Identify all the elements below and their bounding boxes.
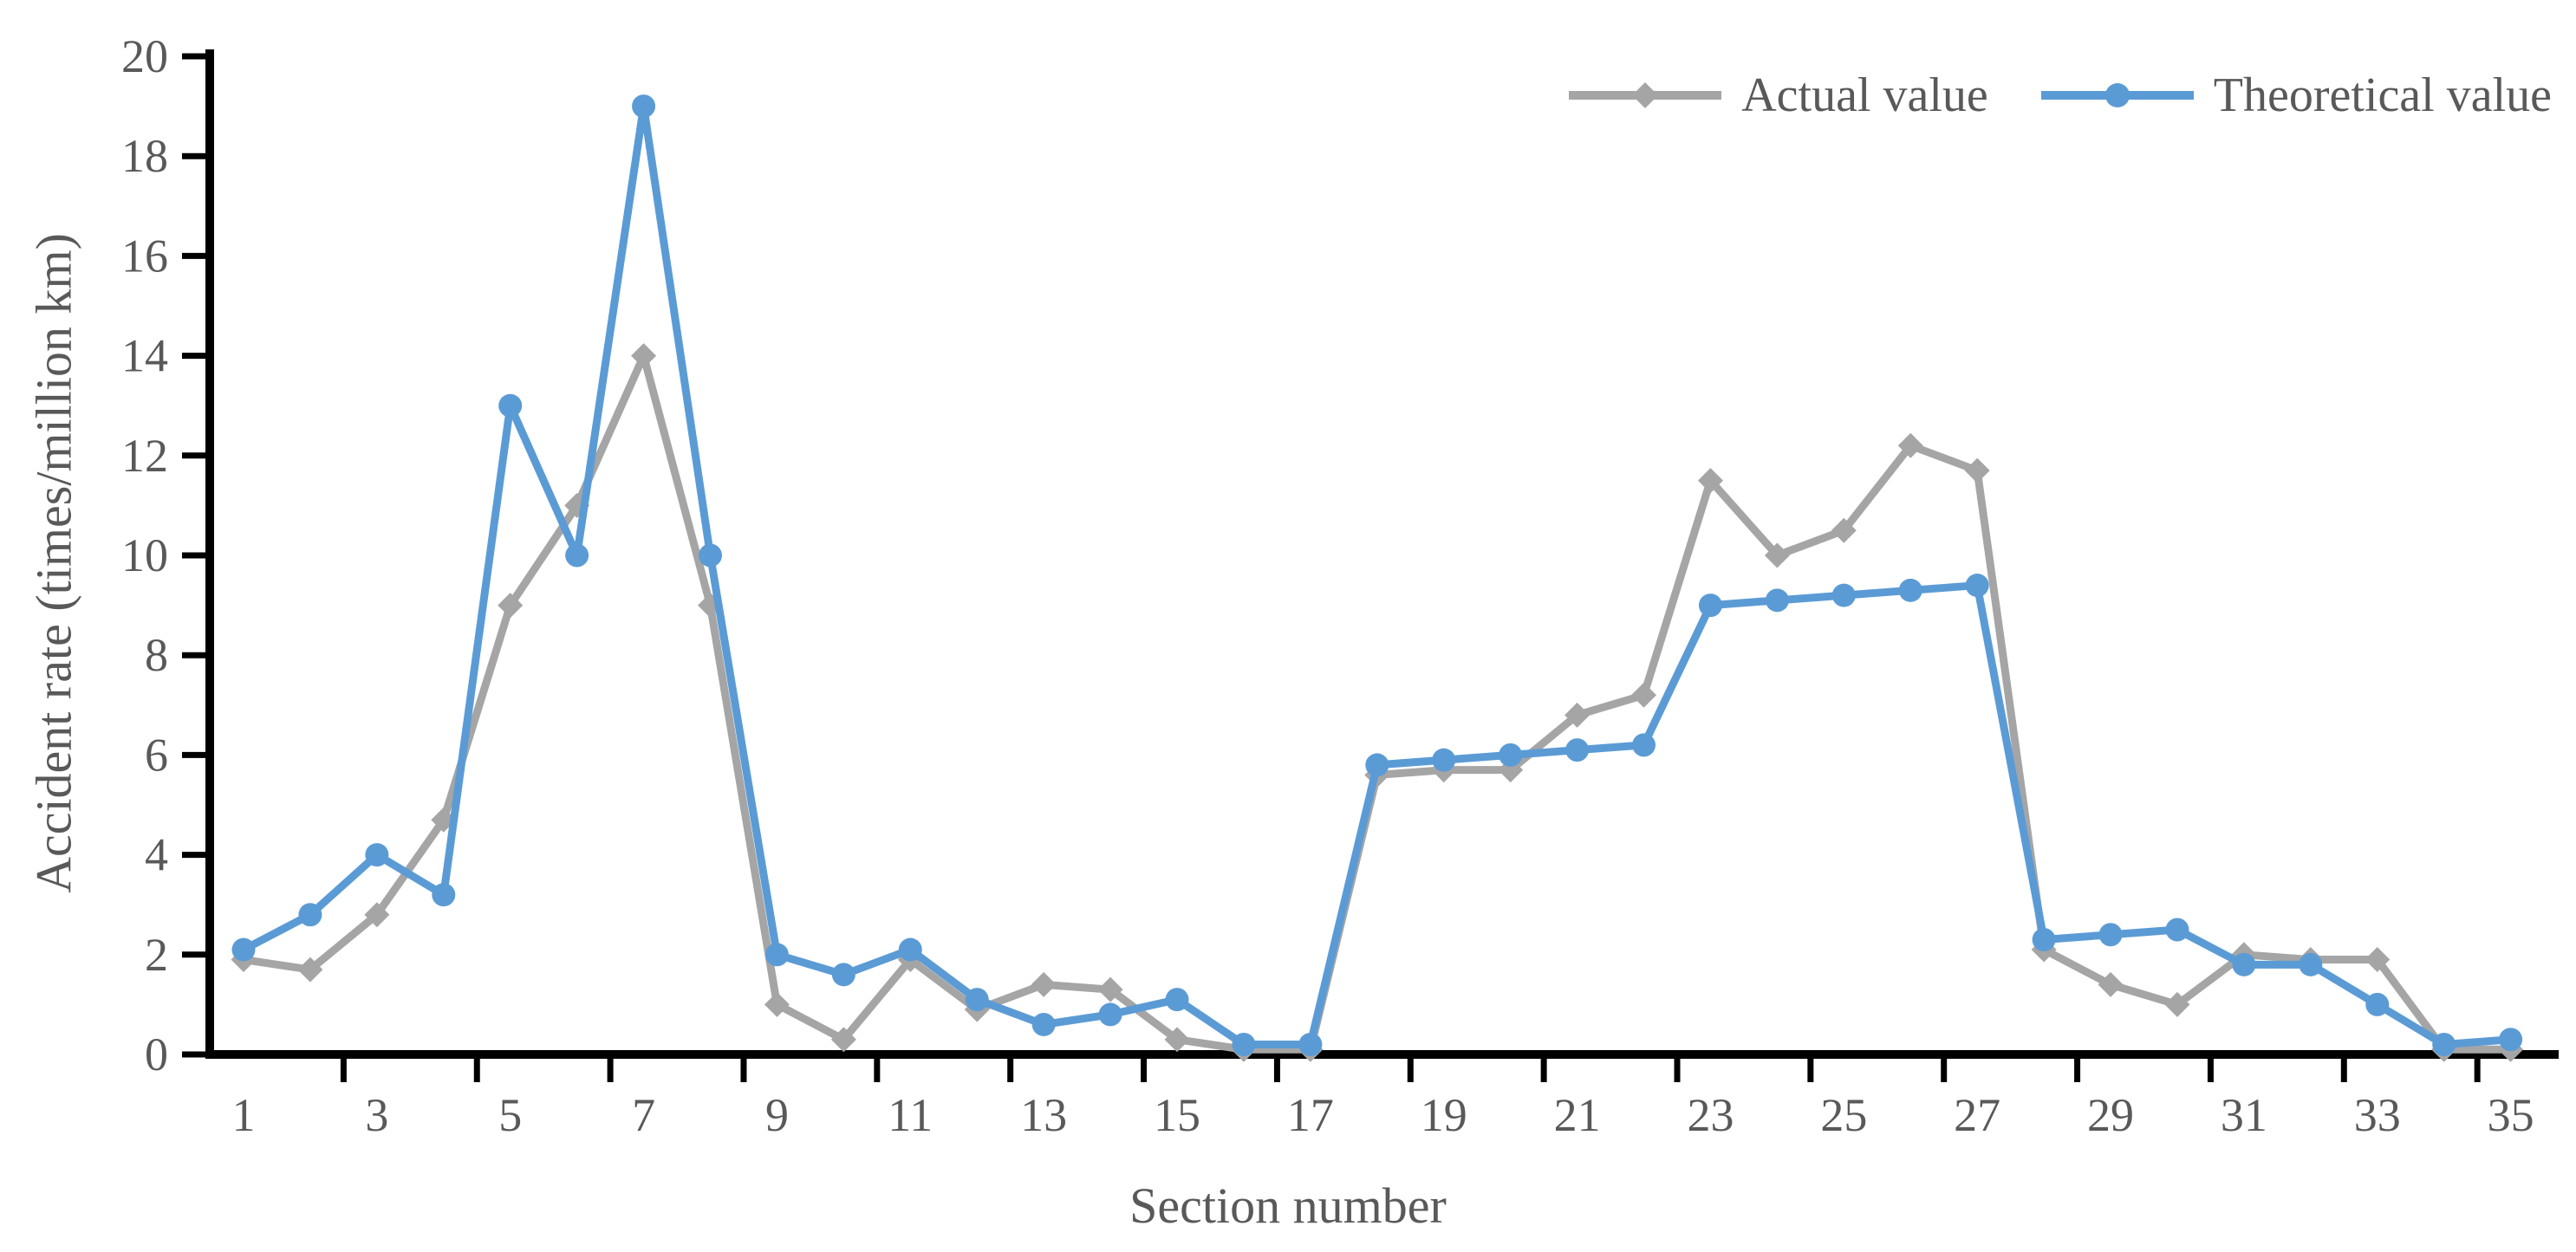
y-tick-label: 20 bbox=[121, 30, 168, 82]
diamond-marker-actual-value bbox=[1697, 468, 1723, 494]
y-tick-label: 10 bbox=[121, 529, 168, 581]
diamond-marker-actual-value bbox=[764, 991, 790, 1017]
circle-marker-theoretical-value bbox=[1565, 738, 1590, 762]
circle-marker-theoretical-value bbox=[2165, 918, 2189, 942]
diamond-marker-actual-value bbox=[2098, 971, 2124, 997]
x-tick-label: 21 bbox=[1554, 1089, 1601, 1141]
diamond-marker-actual-value bbox=[1831, 517, 1857, 543]
diamond-marker-actual-value bbox=[1097, 976, 1123, 1002]
circle-marker-theoretical-value bbox=[432, 883, 456, 907]
circle-marker-theoretical-value bbox=[1298, 1032, 1323, 1056]
circle-marker-theoretical-value bbox=[632, 94, 656, 119]
x-tick-label: 35 bbox=[2488, 1089, 2534, 1141]
x-tick-label: 15 bbox=[1154, 1089, 1200, 1141]
x-tick-label: 27 bbox=[1954, 1089, 2000, 1141]
legend-label-actual: Actual value bbox=[1741, 68, 1988, 122]
diamond-marker-actual-value bbox=[1164, 1027, 1190, 1053]
circle-marker-theoretical-value bbox=[2432, 1032, 2456, 1056]
circle-marker-theoretical-value bbox=[565, 543, 589, 568]
circle-marker-theoretical-value bbox=[1499, 743, 1523, 767]
series-line-theoretical-value bbox=[239, 102, 2515, 1048]
diamond-marker-actual-value bbox=[1031, 971, 1057, 997]
circle-marker-icon bbox=[2104, 83, 2130, 107]
circle-marker-theoretical-value bbox=[1898, 578, 1922, 602]
circle-marker-theoretical-value bbox=[2032, 928, 2056, 952]
x-tick-label: 11 bbox=[888, 1089, 933, 1141]
diamond-marker-actual-value bbox=[1631, 682, 1657, 708]
circle-marker-theoretical-value bbox=[231, 937, 256, 962]
circle-marker-theoretical-value bbox=[1432, 748, 1456, 772]
x-axis-title: Section number bbox=[1129, 1177, 1447, 1234]
x-tick-label: 29 bbox=[2087, 1089, 2134, 1141]
diamond-marker-icon bbox=[1632, 82, 1659, 108]
circle-marker-theoretical-value bbox=[1098, 1002, 1122, 1027]
diamond-marker-actual-value bbox=[1564, 702, 1590, 728]
x-tick-label: 1 bbox=[232, 1089, 256, 1141]
circle-marker-theoretical-value bbox=[1031, 1012, 1056, 1036]
x-tick-label: 9 bbox=[765, 1089, 789, 1141]
y-tick-label: 4 bbox=[145, 829, 168, 881]
y-tick-label: 14 bbox=[121, 330, 168, 382]
x-tick-label: 31 bbox=[2221, 1089, 2267, 1141]
diamond-marker-actual-value bbox=[297, 957, 323, 983]
circle-marker-theoretical-value bbox=[1165, 988, 1189, 1012]
y-tick-label: 6 bbox=[145, 729, 168, 781]
circle-marker-theoretical-value bbox=[1632, 733, 1656, 757]
circle-marker-theoretical-value bbox=[1365, 753, 1389, 777]
circle-marker-theoretical-value bbox=[1965, 574, 1989, 598]
circle-marker-theoretical-value bbox=[764, 943, 789, 967]
diamond-marker-actual-value bbox=[1964, 457, 1990, 483]
x-tick-label: 23 bbox=[1687, 1089, 1734, 1141]
x-tick-label: 7 bbox=[632, 1089, 655, 1141]
circle-marker-theoretical-value bbox=[1765, 588, 1789, 613]
y-tick-label: 12 bbox=[121, 430, 168, 482]
diamond-marker-actual-value bbox=[1764, 542, 1790, 568]
circle-marker-theoretical-value bbox=[1232, 1032, 1256, 1056]
circle-marker-theoretical-value bbox=[298, 903, 322, 927]
circle-marker-theoretical-value bbox=[831, 963, 855, 987]
diamond-marker-actual-value bbox=[1897, 432, 1923, 458]
legend: Actual value Theoretical value bbox=[1566, 68, 2552, 123]
circle-marker-theoretical-value bbox=[2098, 923, 2123, 947]
y-tick-label: 8 bbox=[145, 629, 168, 681]
circle-marker-theoretical-value bbox=[498, 393, 523, 418]
circle-marker-theoretical-value bbox=[1831, 583, 1856, 607]
x-tick-label: 25 bbox=[1820, 1089, 1867, 1141]
x-tick-label: 33 bbox=[2354, 1089, 2401, 1141]
diamond-marker-actual-value bbox=[631, 343, 657, 369]
diamond-marker-actual-value bbox=[2365, 947, 2391, 973]
diamond-marker-actual-value bbox=[2164, 991, 2190, 1017]
circle-marker-theoretical-value bbox=[365, 843, 389, 867]
x-tick-label: 3 bbox=[365, 1089, 388, 1141]
series-line-actual-value bbox=[239, 352, 2515, 1054]
circle-marker-theoretical-value bbox=[1698, 594, 1722, 618]
circle-marker-theoretical-value bbox=[898, 937, 922, 962]
actual-line-sample-icon bbox=[1569, 82, 1722, 108]
y-axis-title: Accident rate (times/million km) bbox=[25, 233, 82, 893]
y-tick-label: 18 bbox=[121, 130, 168, 182]
diamond-marker-actual-value bbox=[830, 1027, 856, 1053]
x-tick-label: 13 bbox=[1020, 1089, 1067, 1141]
y-tick-label: 16 bbox=[121, 230, 168, 282]
diamond-marker-actual-value bbox=[364, 902, 390, 928]
circle-marker-theoretical-value bbox=[2232, 952, 2256, 976]
circle-marker-theoretical-value bbox=[2499, 1028, 2523, 1052]
circle-marker-theoretical-value bbox=[2365, 992, 2390, 1016]
circle-marker-theoretical-value bbox=[2299, 952, 2323, 976]
x-tick-label: 17 bbox=[1287, 1089, 1334, 1141]
x-tick-label: 19 bbox=[1421, 1089, 1467, 1141]
legend-item-actual: Actual value bbox=[1566, 68, 1988, 123]
circle-marker-theoretical-value bbox=[699, 543, 723, 568]
legend-item-theoretical: Theoretical value bbox=[2039, 68, 2552, 123]
y-tick-label: 0 bbox=[145, 1028, 168, 1080]
y-tick-label: 2 bbox=[145, 929, 168, 981]
diamond-marker-actual-value bbox=[498, 593, 524, 619]
legend-label-theoretical: Theoretical value bbox=[2213, 68, 2552, 122]
circle-marker-theoretical-value bbox=[965, 988, 989, 1012]
x-tick-label: 5 bbox=[498, 1089, 522, 1141]
theoretical-line-sample-icon bbox=[2040, 83, 2194, 107]
